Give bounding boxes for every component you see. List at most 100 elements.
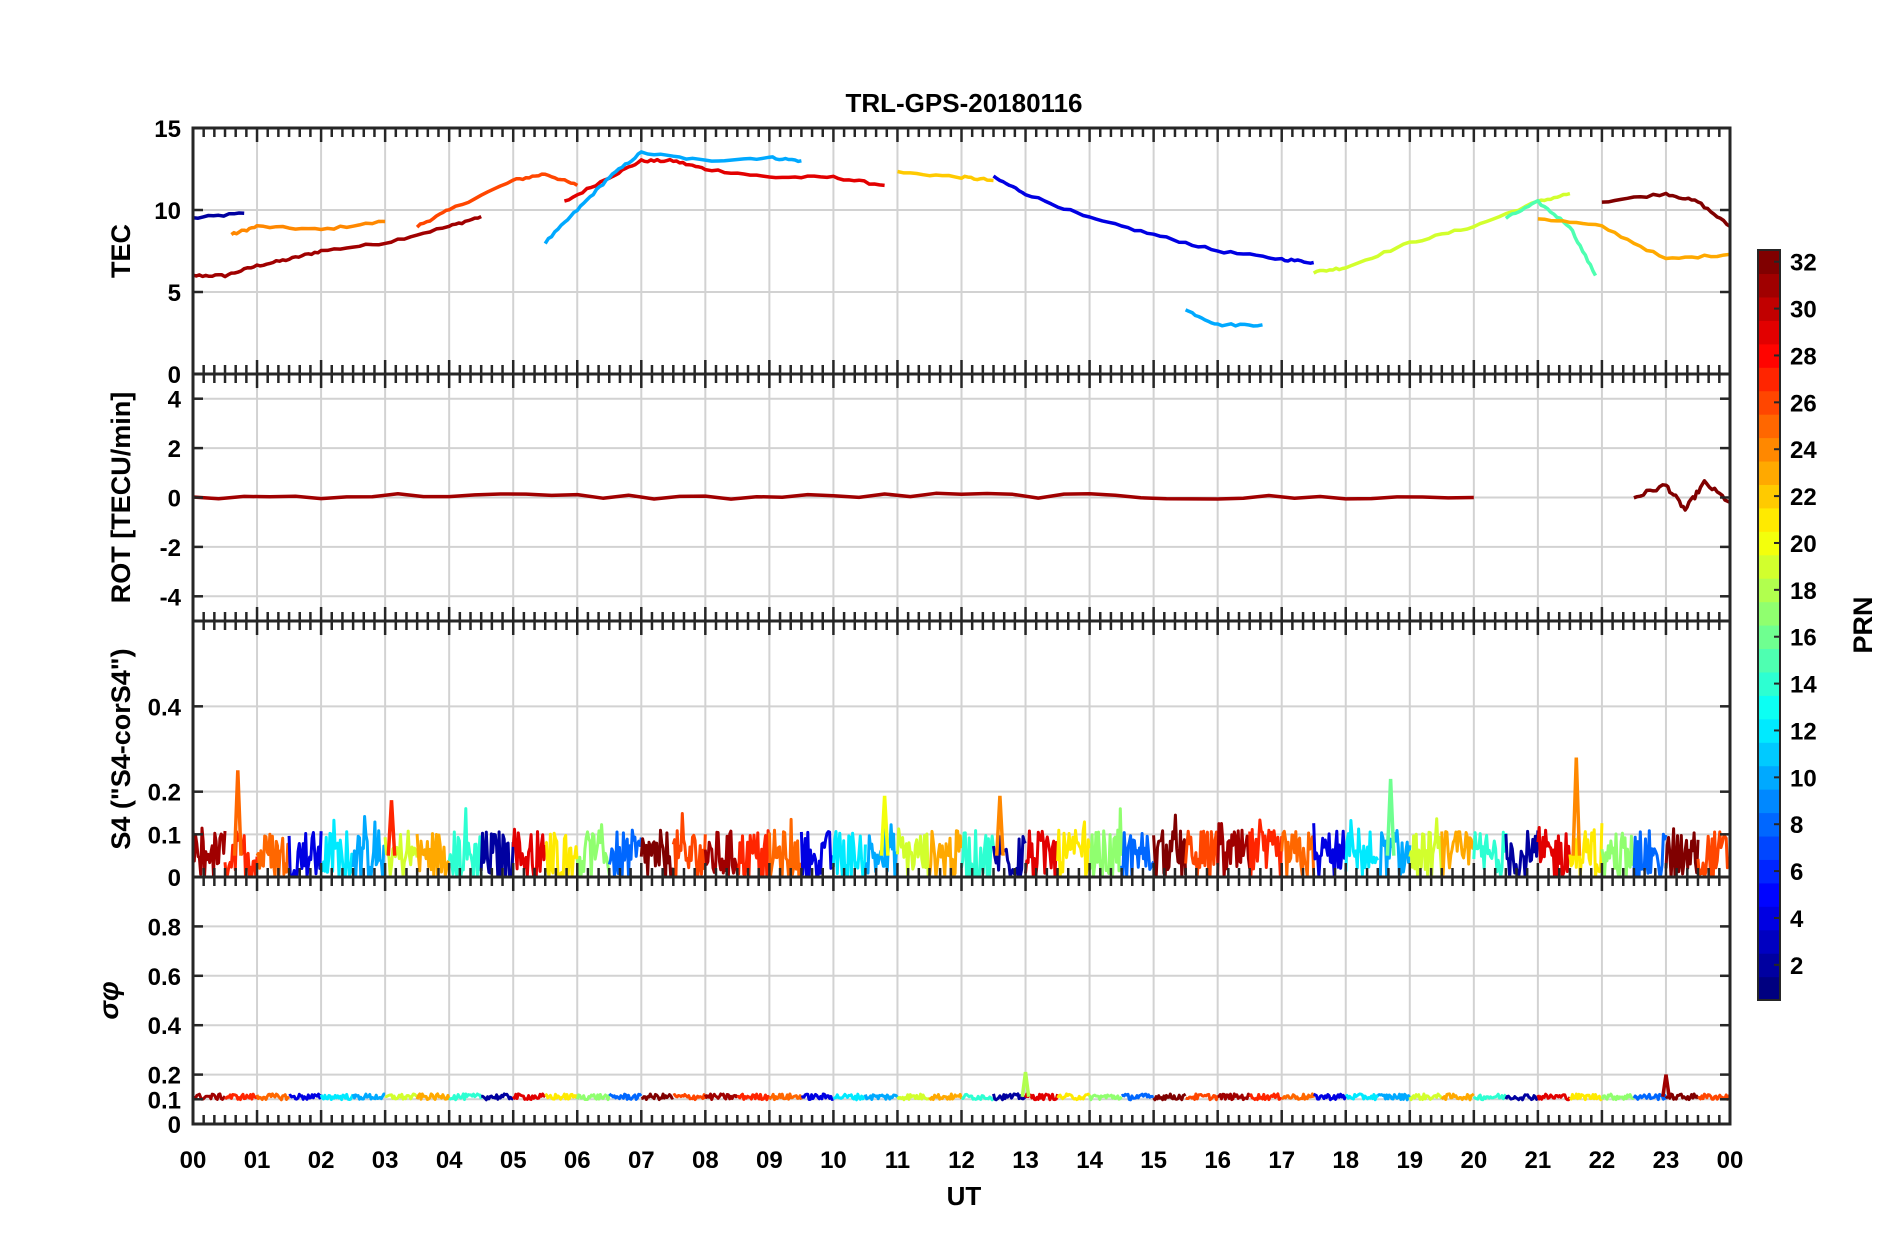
x-ticks [191,877,1732,1124]
noise-trace-prn-21 [1056,820,1092,879]
y-axis: 00.10.2 0.4 0.6 0.8 [148,914,1730,1139]
spike-prn-20 [879,795,890,856]
grid [193,128,1730,374]
y-axis-label: ROT [TECU/min] [106,392,136,603]
colorbar-swatch [1758,882,1780,907]
noise-trace-prn-32 [1152,813,1188,879]
noise-trace-prn-4 [1312,1092,1348,1102]
colorbar-tick-label: 2 [1790,953,1803,980]
colorbar-swatch [1758,296,1780,321]
colorbar-swatch [1758,460,1780,485]
colorbar-swatch [1758,953,1780,978]
noise-trace-prn-4 [287,831,323,879]
y-axis-label: TEC [106,224,136,278]
noise-trace-prn-10 [1377,1092,1412,1102]
y-tick-label: 0.2 [148,1063,181,1090]
noise-trace-prn-2 [992,835,1027,879]
noise-trace-prn-23 [415,1092,451,1101]
colorbar-swatch [1758,742,1780,767]
y-tick-label: 0.1 [148,822,181,849]
noise-trace-prn-10 [351,815,387,879]
noise-trace-prn-14 [1472,1092,1507,1102]
x-tick-label: 15 [1140,1147,1167,1174]
y-tick-label: 5 [168,280,181,307]
noise-trace-prn-17 [1600,831,1636,879]
colorbar-tick-label: 14 [1790,672,1817,699]
x-axis: 00 01 02 03 04 05 06 07 08 09 10 11 12 13 14 15 16 17 18 19… [180,1147,1744,1174]
x-tick-label: 01 [244,1147,271,1174]
noise-trace-prn-14 [961,1092,995,1102]
x-tick-label: 03 [372,1147,399,1174]
panel-data [192,479,1731,512]
noise-trace-prn-23 [1440,1092,1475,1102]
y-axis: 0 0.1 0.2 0.4 [148,694,1730,892]
noise-trace-prn-2 [992,1092,1027,1102]
noise-trace-prn-29 [1536,1092,1572,1102]
noise-trace-prn-2 [481,1092,515,1102]
colorbar-tick-label: 18 [1790,578,1817,605]
colorbar-tick-label: 28 [1790,343,1817,370]
noise-trace-prn-17 [1088,1093,1123,1102]
x-tick-label: 22 [1589,1147,1616,1174]
noise-trace-prn-31 [1216,822,1252,879]
series-line-prn-2 [192,211,245,220]
noise-trace-prn-17 [575,823,611,879]
x-tick-label: 08 [692,1147,719,1174]
noise-trace-prn-32 [1152,1092,1187,1102]
y-tick-label: 0.1 [148,1087,181,1114]
noise-trace-prn-29 [511,827,547,879]
spike-prn-25 [232,770,243,856]
colorbar-swatch [1758,601,1780,626]
noise-trace-prn-12 [831,830,867,879]
noise-trace-prn-23 [1440,830,1476,877]
series-line-prn-10 [1184,308,1263,328]
noise-trace-prn-14 [448,1092,483,1102]
noise-trace-prn-31 [1217,1092,1252,1102]
noise-trace-prn-31 [703,829,739,878]
noise-trace-prn-26 [1696,830,1732,879]
noise-trace-prn-4 [799,830,835,879]
x-tick-label: 23 [1653,1147,1680,1174]
y-tick-label: -4 [160,584,182,611]
noise-trace-prn-14 [1472,830,1508,879]
colorbar-tick-label: 8 [1790,812,1803,839]
y-tick-label: 0.2 [148,780,181,807]
y-axis: -4 -2 0 2 4 [160,387,1730,611]
noise-trace-prn-12 [319,1092,355,1102]
noise-trace-prn-25 [255,832,291,879]
noise-trace-prn-4 [800,1092,834,1101]
series-line-prn-23 [1537,217,1731,261]
y-tick-label: 2 [168,436,181,463]
noise-trace-prn-27 [1248,818,1284,879]
colorbar-swatch [1758,484,1780,509]
colorbar-swatch [1758,343,1780,368]
spike-prn-31 [1661,1074,1671,1098]
y-tick-label: -2 [160,535,181,562]
y-tick-label: 0.6 [148,964,181,991]
noise-trace-prn-8 [608,1092,643,1101]
grid [193,877,1730,1124]
noise-trace-prn-14 [447,807,483,879]
noise-trace-prn-26 [1184,829,1220,879]
noise-trace-prn-27 [735,829,771,879]
noise-trace-prn-29 [1536,826,1572,879]
colorbar-swatch [1758,929,1780,954]
noise-trace-prn-4 [1312,823,1348,879]
noise-trace-prn-32 [640,1092,674,1102]
noise-trace-prn-8 [1120,831,1155,879]
noise-trace-prn-12 [319,818,355,879]
colorbar-swatch [1758,507,1780,532]
panel-1: 0 5 10 15 TEC [106,116,1732,389]
noise-trace-prn-31 [191,1092,227,1101]
colorbar-swatch [1758,437,1780,462]
series-line-prn-31 [192,491,1474,501]
y-axis-label: σφ [93,981,124,1019]
noise-trace-prn-21 [544,831,579,879]
x-axis-label: UT [947,1181,982,1211]
noise-trace-prn-23 [415,832,451,879]
noise-trace-prn-10 [863,1093,899,1101]
x-tick-label: 19 [1396,1147,1423,1174]
series-line-prn-15 [1504,198,1598,277]
colorbar-swatch [1758,414,1780,439]
noise-trace-prn-23 [928,1092,963,1101]
